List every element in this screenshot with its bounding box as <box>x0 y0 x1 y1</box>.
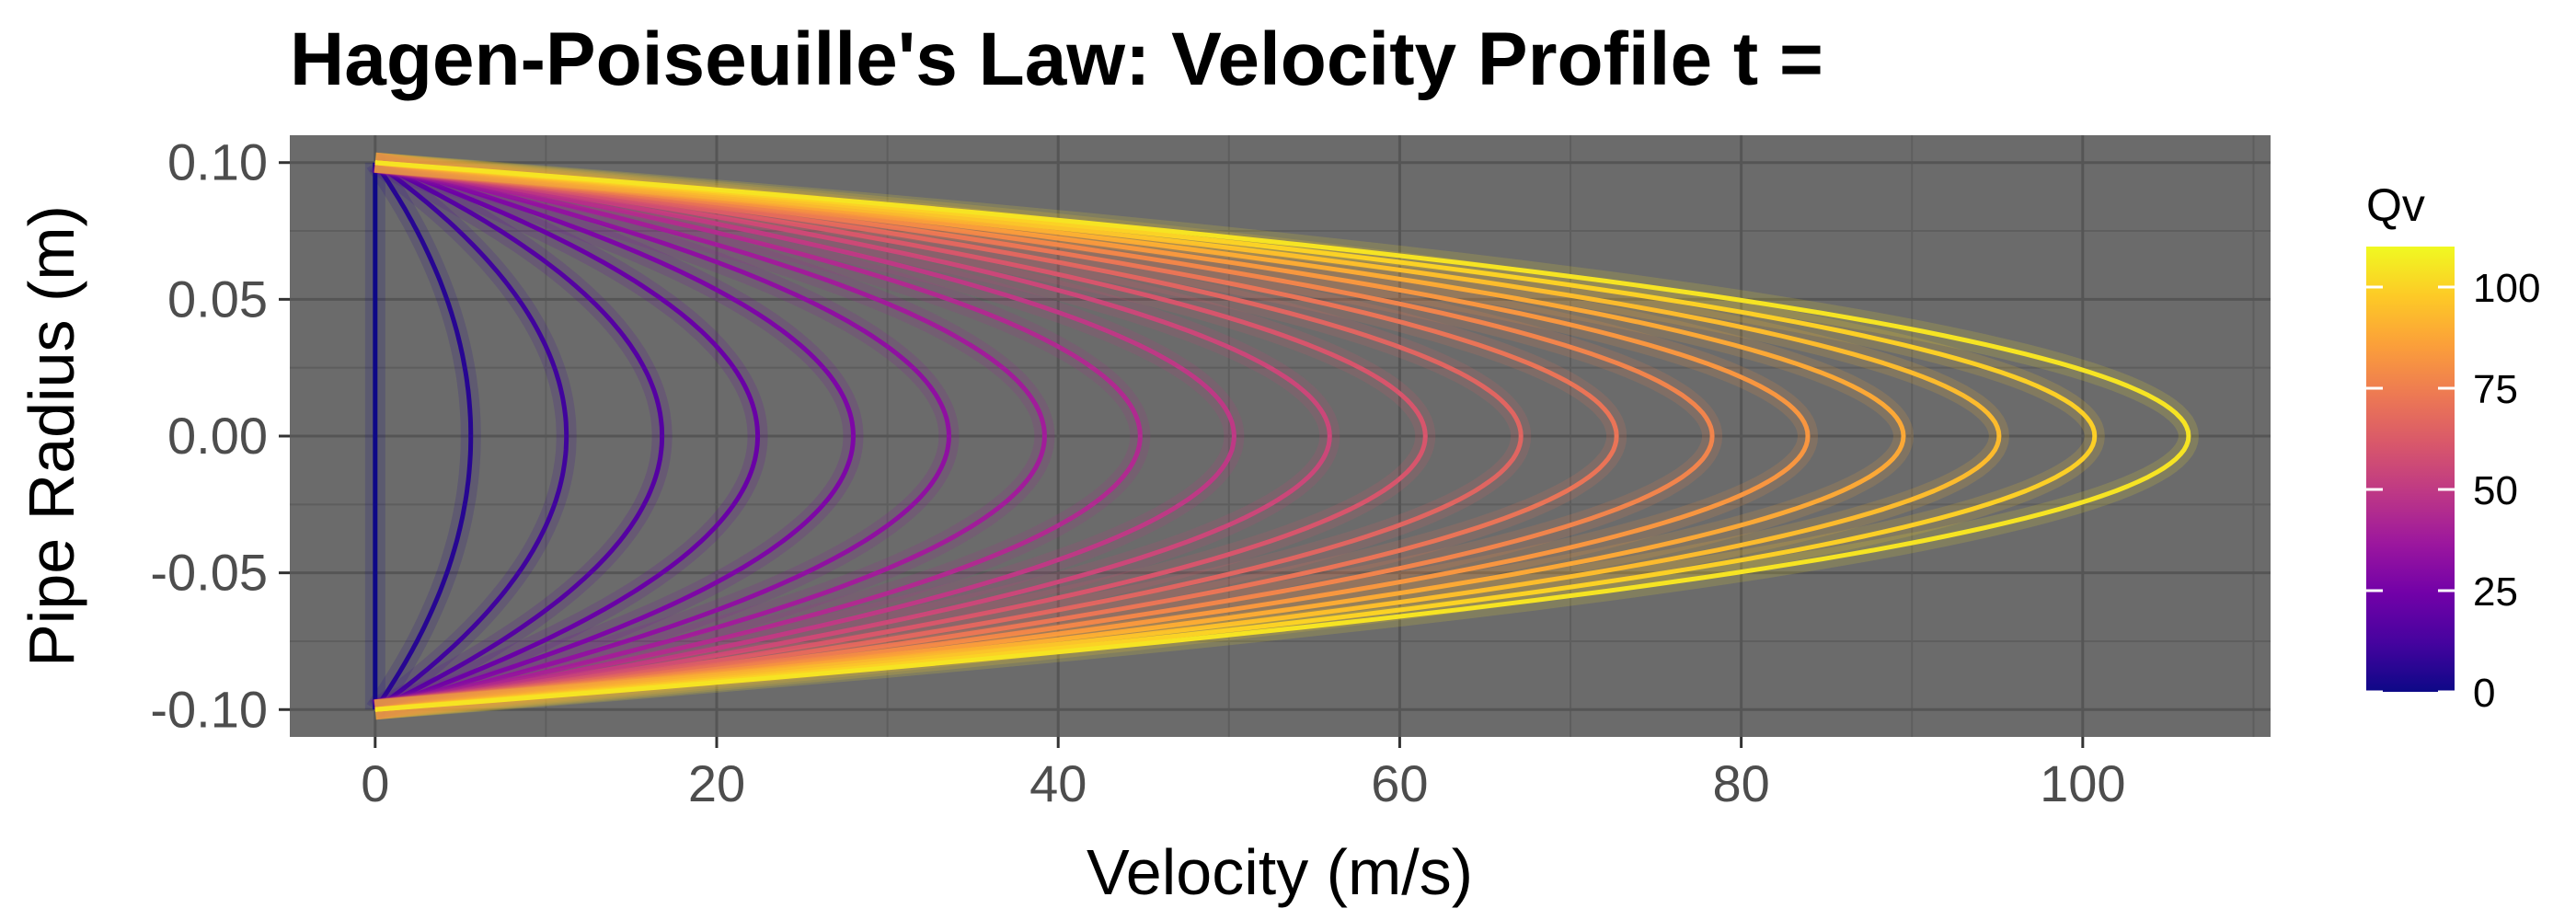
x-axis-title: Velocity (m/s) <box>1087 836 1473 908</box>
legend-tick-label: 75 <box>2473 367 2518 412</box>
legend-tick-label: 0 <box>2473 671 2495 716</box>
series-line <box>374 160 1906 712</box>
y-tick-label: -0.10 <box>150 680 268 738</box>
colorbar <box>2366 247 2455 692</box>
x-tick-label: 80 <box>1712 754 1769 812</box>
series-line <box>374 160 1811 712</box>
x-tick-label: 100 <box>2040 754 2125 812</box>
y-tick-label: 0.10 <box>167 133 268 191</box>
series-line <box>374 160 1619 712</box>
legend-tick-label: 50 <box>2473 468 2518 513</box>
series-line <box>374 160 1524 712</box>
series-layer <box>364 152 2199 720</box>
chart-title: Hagen-Poiseuille's Law: Velocity Profile… <box>290 17 1823 101</box>
x-tick-label: 20 <box>688 754 745 812</box>
series-line <box>374 160 1143 712</box>
series-line <box>374 160 761 712</box>
series-line <box>374 160 856 712</box>
series-line <box>374 160 1332 712</box>
y-tick-label: 0.00 <box>167 407 268 465</box>
x-tick-label: 0 <box>361 754 389 812</box>
series-line <box>374 160 2191 712</box>
series-line <box>374 160 1047 712</box>
legend-tick-label: 25 <box>2473 569 2518 615</box>
x-tick-label: 40 <box>1029 754 1087 812</box>
legend-tick-label: 100 <box>2473 266 2540 311</box>
series-line <box>374 160 2098 712</box>
series-line <box>374 160 1715 712</box>
series-line <box>374 160 1428 712</box>
series-line <box>374 160 951 712</box>
y-tick-label: -0.05 <box>150 544 268 602</box>
y-axis-title: Pipe Radius (m) <box>16 205 87 667</box>
x-tick-label: 60 <box>1371 754 1428 812</box>
series-line <box>374 160 665 712</box>
legend-colorbar: Qv 0 25 50 75 100 <box>2366 179 2540 716</box>
legend-ticks: 0 25 50 75 100 <box>2366 266 2540 716</box>
legend-title: Qv <box>2366 179 2425 231</box>
x-axis: 0 20 40 60 80 100 <box>361 737 2126 812</box>
y-tick-label: 0.05 <box>167 270 268 328</box>
series-line <box>373 161 474 711</box>
series-line <box>374 160 569 712</box>
series-line <box>374 160 1236 712</box>
series-line <box>374 160 2002 712</box>
y-axis: 0.10 0.05 0.00 -0.05 -0.10 <box>150 133 290 738</box>
